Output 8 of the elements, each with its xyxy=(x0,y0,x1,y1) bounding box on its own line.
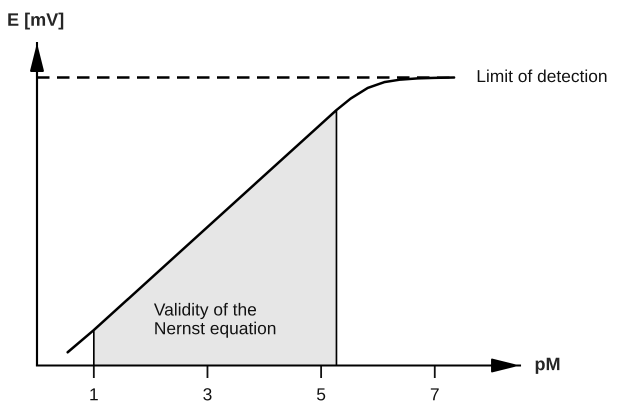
x-axis-title: pM xyxy=(536,358,560,374)
x-tick-label: 7 xyxy=(430,388,439,400)
x-tick-label: 3 xyxy=(203,388,212,400)
series-label: Limit of detection xyxy=(478,69,606,82)
x-tick-label: 5 xyxy=(316,388,326,400)
y-axis-title: E [mV] xyxy=(8,12,64,30)
series-label: Validity of the Nernst equation xyxy=(154,302,276,338)
x-tick-label: 1 xyxy=(90,388,98,400)
